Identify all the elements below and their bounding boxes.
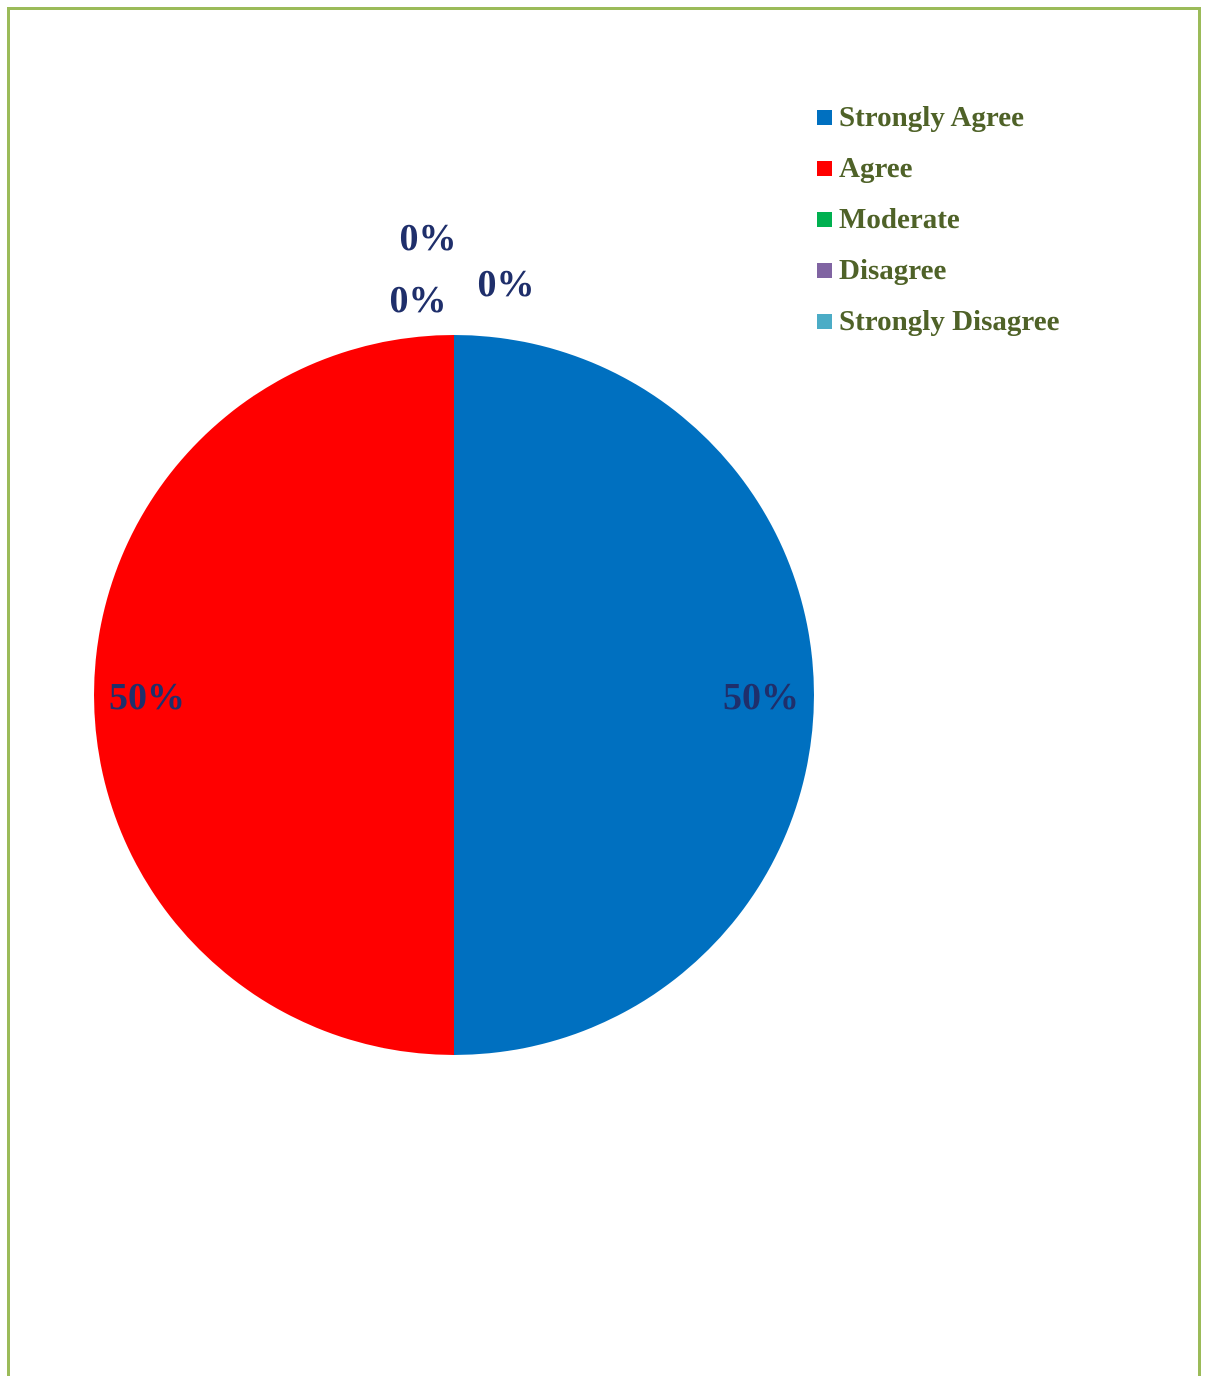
legend-swatch-moderate bbox=[817, 212, 832, 227]
legend: Strongly Agree Agree Moderate Disagree S… bbox=[817, 92, 1059, 347]
legend-swatch-strongly-agree bbox=[817, 110, 832, 125]
legend-swatch-disagree bbox=[817, 263, 832, 278]
legend-item-disagree: Disagree bbox=[817, 245, 1059, 296]
data-label-moderate: 0% bbox=[400, 217, 457, 259]
legend-label-moderate: Moderate bbox=[839, 203, 960, 235]
data-label-strongly-agree: 50% bbox=[723, 676, 799, 718]
legend-swatch-agree bbox=[817, 161, 832, 176]
legend-label-strongly-disagree: Strongly Disagree bbox=[839, 305, 1060, 337]
legend-item-strongly-disagree: Strongly Disagree bbox=[817, 296, 1059, 347]
data-label-strongly-disagree: 0% bbox=[390, 279, 447, 321]
legend-swatch-strongly-disagree bbox=[817, 314, 832, 329]
legend-item-strongly-agree: Strongly Agree bbox=[817, 92, 1059, 143]
data-label-agree: 50% bbox=[109, 676, 185, 718]
legend-item-moderate: Moderate bbox=[817, 194, 1059, 245]
pie-slice-strongly-agree bbox=[454, 335, 814, 1055]
legend-label-agree: Agree bbox=[839, 152, 913, 184]
legend-item-agree: Agree bbox=[817, 143, 1059, 194]
legend-label-disagree: Disagree bbox=[839, 254, 947, 286]
legend-label-strongly-agree: Strongly Agree bbox=[839, 101, 1025, 133]
data-label-disagree: 0% bbox=[478, 263, 535, 305]
pie-slice-agree bbox=[94, 335, 454, 1055]
